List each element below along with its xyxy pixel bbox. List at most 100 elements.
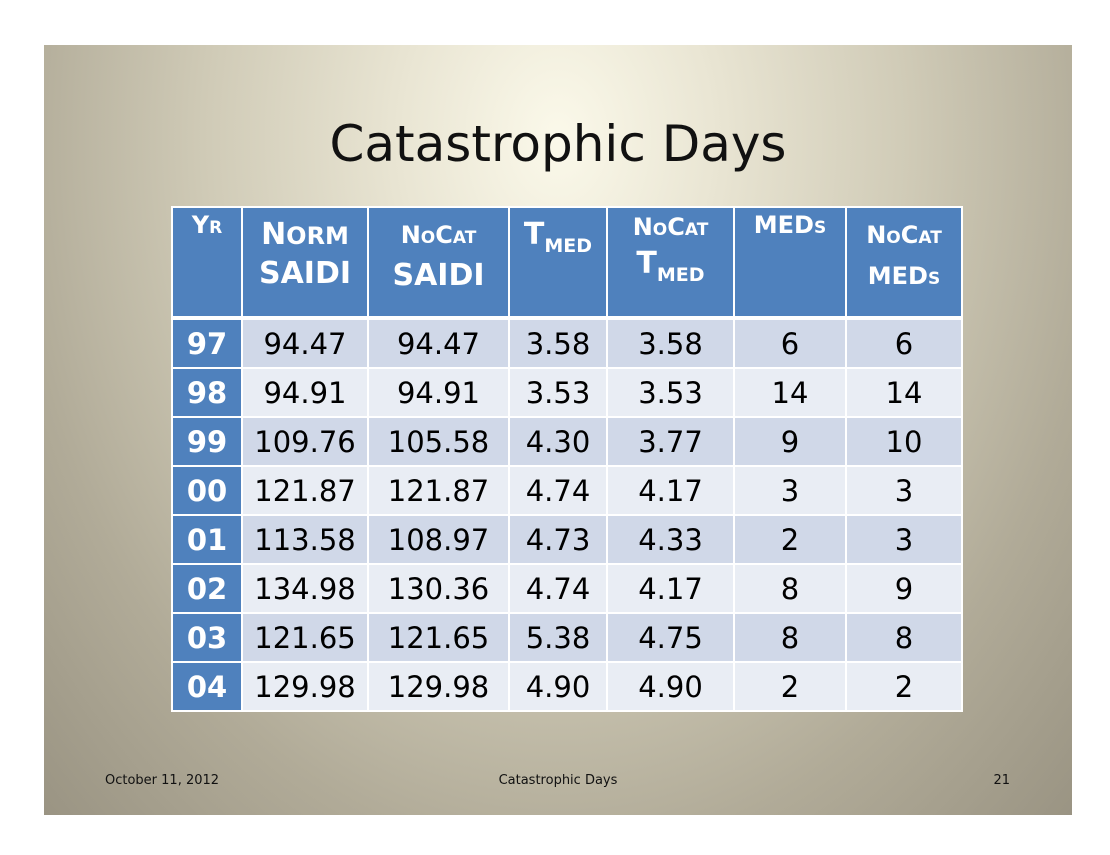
table-cell: 8 xyxy=(733,612,847,663)
slide-title: Catastrophic Days xyxy=(329,115,787,173)
header-text: AT xyxy=(452,228,477,248)
header-text: AT xyxy=(684,220,709,240)
year-cell: 00 xyxy=(171,465,243,516)
table-cell: 8 xyxy=(733,563,847,614)
table-cell: 129.98 xyxy=(367,661,510,712)
table-cell: 10 xyxy=(845,416,963,467)
header-text: S xyxy=(813,218,827,238)
table-cell: 109.76 xyxy=(241,416,369,467)
table-cell: 6 xyxy=(733,317,847,369)
table-row: 03 121.65 121.65 5.38 4.75 8 8 xyxy=(171,612,963,663)
table-cell: 4.74 xyxy=(508,465,608,516)
table-cell: 3.77 xyxy=(606,416,735,467)
table-cell: 4.33 xyxy=(606,514,735,565)
table-cell: 3.58 xyxy=(508,317,608,369)
table-row: 00 121.87 121.87 4.74 4.17 3 3 xyxy=(171,465,963,516)
table-cell: 4.75 xyxy=(606,612,735,663)
table-cell: 2 xyxy=(733,661,847,712)
table-cell: 4.74 xyxy=(508,563,608,614)
table-cell: 130.36 xyxy=(367,563,510,614)
table-cell: 108.97 xyxy=(367,514,510,565)
table-cell: 113.58 xyxy=(241,514,369,565)
header-norm-saidi: NORM SAIDI xyxy=(241,206,369,319)
header-nocat-tmed: NOCAT TMED xyxy=(606,206,735,319)
table-row: 99 109.76 105.58 4.30 3.77 9 10 xyxy=(171,416,963,467)
table-cell: 4.17 xyxy=(606,563,735,614)
year-cell: 01 xyxy=(171,514,243,565)
table-cell: 3.53 xyxy=(508,367,608,418)
header-text: MED xyxy=(656,264,705,286)
footer-title: Catastrophic Days xyxy=(498,773,618,788)
header-text: O xyxy=(652,220,668,240)
table-row: 01 113.58 108.97 4.73 4.33 2 3 xyxy=(171,514,963,565)
year-cell: 03 xyxy=(171,612,243,663)
header-text: S xyxy=(927,269,941,289)
footer-date: October 11, 2012 xyxy=(105,773,220,788)
table-cell: 121.65 xyxy=(241,612,369,663)
header-text: N xyxy=(400,221,421,249)
header-yr: YR xyxy=(171,206,243,319)
table-cell: 3 xyxy=(845,465,963,516)
table-cell: 4.90 xyxy=(606,661,735,712)
table-cell: 14 xyxy=(845,367,963,418)
year-cell: 97 xyxy=(171,317,243,369)
header-tmed: TMED xyxy=(508,206,608,319)
table-cell: 94.91 xyxy=(241,367,369,418)
year-cell: 02 xyxy=(171,563,243,614)
header-text: MED xyxy=(753,211,814,239)
table-cell: 4.17 xyxy=(606,465,735,516)
year-cell: 04 xyxy=(171,661,243,712)
header-nocat-meds: NOCAT MEDS xyxy=(845,206,963,319)
table-cell: 14 xyxy=(733,367,847,418)
table-cell: 3 xyxy=(845,514,963,565)
table-cell: 2 xyxy=(845,661,963,712)
header-text: Y xyxy=(191,211,210,239)
table-row: 98 94.91 94.91 3.53 3.53 14 14 xyxy=(171,367,963,418)
table-cell: 6 xyxy=(845,317,963,369)
header-text: AT xyxy=(918,228,942,248)
table-cell: 4.90 xyxy=(508,661,608,712)
table-cell: 2 xyxy=(733,514,847,565)
table-cell: 94.91 xyxy=(367,367,510,418)
footer-page-number: 21 xyxy=(993,773,1010,788)
header-text: N xyxy=(866,221,887,249)
table-cell: 134.98 xyxy=(241,563,369,614)
table-cell: 9 xyxy=(845,563,963,614)
year-cell: 99 xyxy=(171,416,243,467)
header-row: YR NORM SAIDI NOCAT SAIDI TMED NOCAT TME… xyxy=(171,206,963,319)
table-cell: 129.98 xyxy=(241,661,369,712)
table-row: 04 129.98 129.98 4.90 4.90 2 2 xyxy=(171,661,963,712)
table-cell: 121.87 xyxy=(241,465,369,516)
data-table: YR NORM SAIDI NOCAT SAIDI TMED NOCAT TME… xyxy=(171,206,963,712)
year-cell: 98 xyxy=(171,367,243,418)
header-text: SAIDI xyxy=(392,258,485,293)
table-cell: 121.65 xyxy=(367,612,510,663)
header-text: R xyxy=(209,218,223,238)
header-text: O xyxy=(420,228,436,248)
table-cell: 105.58 xyxy=(367,416,510,467)
header-text: C xyxy=(667,213,685,241)
header-text: T xyxy=(523,217,545,252)
header-text: SAIDI xyxy=(258,256,352,291)
table-cell: 8 xyxy=(845,612,963,663)
header-text: C xyxy=(435,221,453,249)
table-cell: 94.47 xyxy=(367,317,510,369)
header-text: C xyxy=(900,221,919,249)
table-cell: 5.38 xyxy=(508,612,608,663)
table-cell: 3.53 xyxy=(606,367,735,418)
header-nocat-saidi: NOCAT SAIDI xyxy=(367,206,510,319)
header-text: O xyxy=(886,228,901,248)
table-cell: 4.73 xyxy=(508,514,608,565)
table-cell: 3.58 xyxy=(606,317,735,369)
header-text: MED xyxy=(867,262,928,290)
header-text: ORM xyxy=(286,222,349,250)
slide: Catastrophic Days YR NORM SAIDI NOCAT SA… xyxy=(44,45,1072,815)
table-row: 97 94.47 94.47 3.58 3.58 6 6 xyxy=(171,317,963,369)
table-cell: 94.47 xyxy=(241,317,369,369)
table-row: 02 134.98 130.36 4.74 4.17 8 9 xyxy=(171,563,963,614)
header-text: T xyxy=(636,246,657,281)
header-text: MED xyxy=(544,235,593,257)
header-meds: MEDS xyxy=(733,206,847,319)
header-text: N xyxy=(261,217,287,252)
table-cell: 3 xyxy=(733,465,847,516)
